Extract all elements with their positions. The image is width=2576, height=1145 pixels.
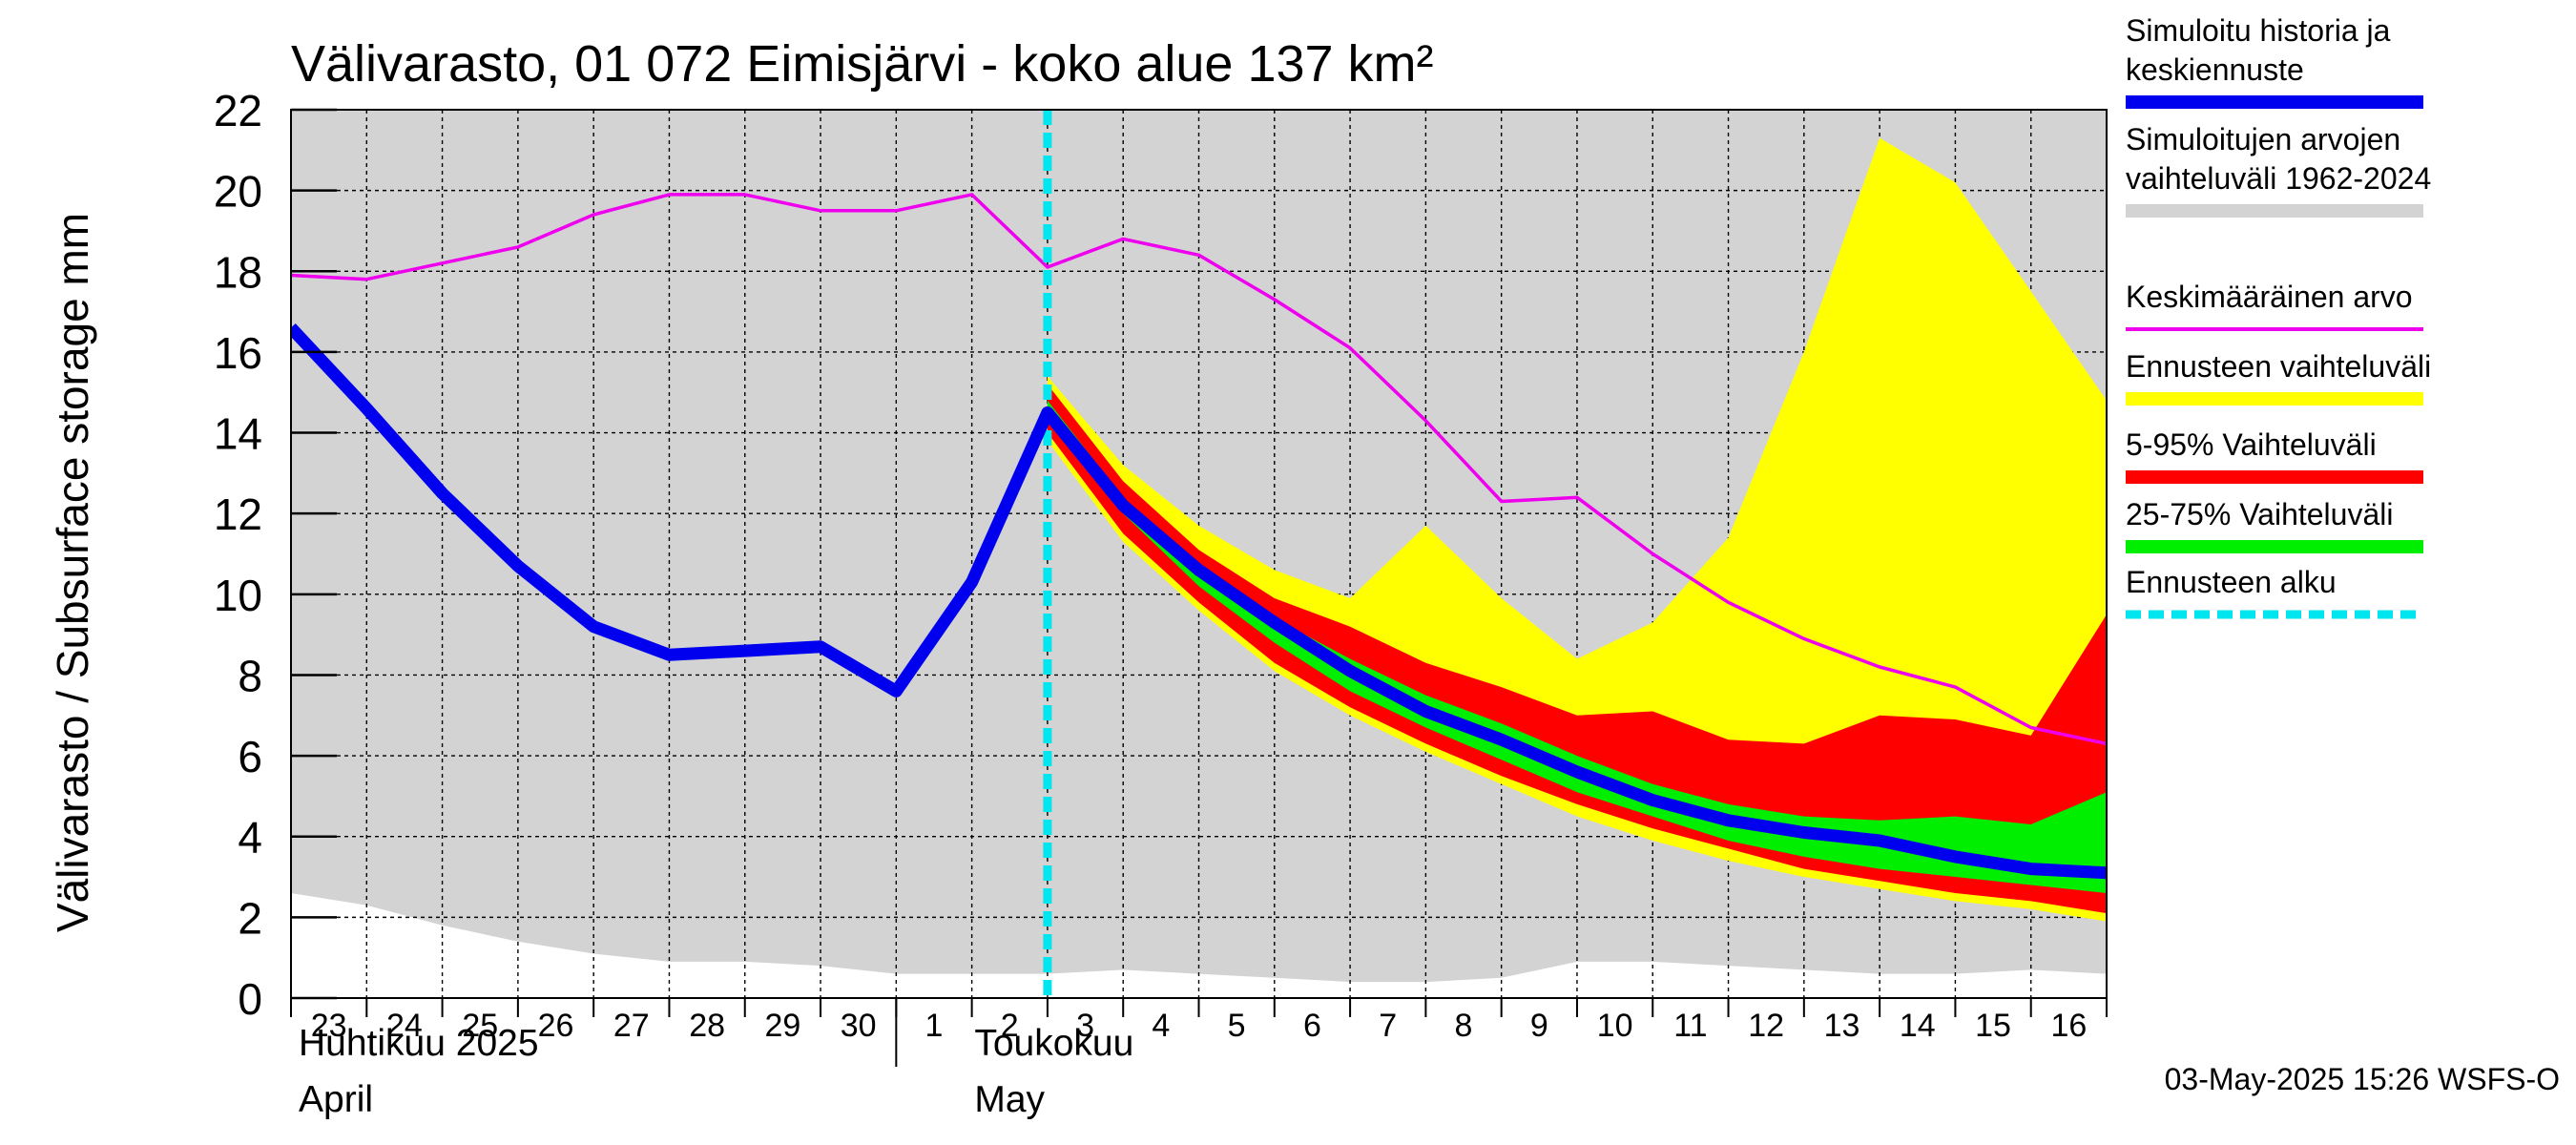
x-tick-label: 14 [1900, 1008, 1936, 1044]
y-tick-label: 12 [214, 489, 262, 539]
y-tick-label: 10 [214, 571, 262, 620]
x-tick-label: 4 [1152, 1008, 1170, 1044]
x-tick-label: 26 [538, 1008, 574, 1044]
plot-area [291, 110, 2107, 998]
x-tick-label: 11 [1673, 1008, 1707, 1044]
x-tick-label: 29 [764, 1008, 800, 1044]
legend-label: Simuloitujen arvojen [2126, 122, 2400, 156]
series-group [291, 110, 2107, 998]
legend-label: Ennusteen alku [2126, 565, 2337, 599]
line-simulated-median [291, 323, 2107, 880]
x-tick-label: 28 [689, 1008, 725, 1044]
x-tick-label: 9 [1530, 1008, 1548, 1044]
y-tick-label: 20 [214, 167, 262, 217]
legend-label: vaihteluväli 1962-2024 [2126, 161, 2431, 196]
chart-title: Välivarasto, 01 072 Eimisjärvi - koko al… [291, 35, 1434, 93]
band-25-75 [1047, 400, 2107, 893]
x-tick-label: 30 [841, 1008, 877, 1044]
x-tick-label: 24 [386, 1008, 423, 1044]
band-5-95 [1047, 384, 2107, 914]
x-tick-label: 25 [462, 1008, 498, 1044]
legend: Simuloitu historia ja keskiennuste Simuloi… [2126, 13, 2431, 619]
x-tick-label: 3 [1076, 1008, 1094, 1044]
x-tick-label: 12 [1748, 1008, 1784, 1044]
month-sublabel: April [299, 1079, 373, 1120]
legend-label: 5-95% Vaihteluväli [2126, 427, 2377, 462]
x-tick-label: 23 [311, 1008, 347, 1044]
x-tick-label: 7 [1379, 1008, 1397, 1044]
y-tick-label: 6 [238, 732, 262, 781]
x-tick-label: 5 [1228, 1008, 1246, 1044]
legend-label: Simuloitu historia ja [2126, 13, 2391, 48]
y-tick-label: 8 [238, 651, 262, 700]
x-tick-label: 10 [1597, 1008, 1633, 1044]
y-tick-label: 18 [214, 247, 262, 297]
y-tick-label: 2 [238, 893, 262, 943]
month-sublabel: May [974, 1079, 1045, 1120]
x-tick-label: 1 [925, 1008, 944, 1044]
legend-label: keskiennuste [2126, 52, 2304, 87]
y-tick-label: 0 [238, 974, 262, 1024]
x-tick-label: 16 [2050, 1008, 2087, 1044]
x-tick-label: 6 [1303, 1008, 1321, 1044]
month-label: Toukokuu [974, 1023, 1133, 1064]
y-tick-label: 4 [238, 813, 262, 863]
line-mean-value [291, 193, 2107, 746]
legend-label: 25-75% Vaihteluväli [2126, 497, 2393, 531]
x-tick-label: 8 [1455, 1008, 1473, 1044]
y-tick-label: 14 [214, 409, 262, 459]
y-tick-label: 22 [214, 86, 262, 135]
legend-label: Keskimääräinen arvo [2126, 280, 2413, 314]
legend-label: Ennusteen vaihteluväli [2126, 349, 2431, 384]
timestamp: 03-May-2025 15:26 WSFS-O [2165, 1062, 2560, 1096]
month-label: Huhtikuu 2025 [299, 1023, 539, 1064]
x-tick-label: 15 [1975, 1008, 2011, 1044]
x-tick-label: 13 [1824, 1008, 1860, 1044]
x-tick-label: 2 [1001, 1008, 1019, 1044]
y-tick-label: 16 [214, 328, 262, 378]
band-forecast-range [1047, 137, 2107, 922]
x-tick-label: 27 [613, 1008, 650, 1044]
y-axis-label: Välivarasto / Subsurface storage mm [48, 213, 97, 932]
